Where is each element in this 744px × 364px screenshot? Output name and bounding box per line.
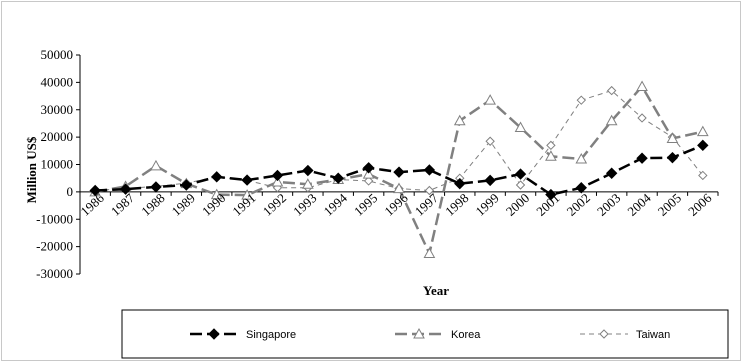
x-tick-label: 2002: [564, 190, 593, 219]
singapore-point: [514, 168, 527, 180]
taiwan-point: [515, 180, 526, 190]
y-tick-label: 0: [67, 184, 74, 199]
x-tick-label: 1991: [229, 190, 258, 219]
singapore-point: [119, 183, 132, 195]
y-tick-label: -20000: [36, 239, 73, 254]
korea-point: [453, 114, 466, 126]
korea-point: [423, 247, 436, 258]
y-axis-title: Million US$: [24, 136, 39, 203]
y-tick-label: -10000: [36, 211, 73, 226]
singapore-point: [423, 164, 436, 176]
korea-point: [666, 132, 679, 143]
singapore-point: [89, 184, 101, 197]
singapore-point: [454, 177, 466, 190]
taiwan-point: [485, 136, 495, 146]
korea-point: [362, 168, 375, 179]
singapore-point: [180, 179, 193, 191]
korea-point: [241, 189, 253, 200]
x-tick-label: 1999: [472, 190, 501, 219]
x-tick-label: 1986: [78, 190, 108, 219]
x-tick-label: 2000: [503, 190, 532, 219]
singapore-point: [393, 166, 405, 178]
legend-item-taiwan-point: [599, 329, 609, 339]
korea-point: [271, 175, 284, 187]
singapore-point: [241, 174, 253, 186]
y-tick-label: 20000: [41, 129, 74, 144]
taiwan-point: [424, 185, 435, 196]
x-tick-label: 2003: [594, 190, 623, 219]
korea-series: [89, 80, 709, 258]
legend: Singapore Korea Taiwan: [121, 309, 729, 359]
taiwan-point: [698, 170, 708, 181]
korea-point: [605, 114, 618, 126]
singapore-point: [211, 171, 223, 183]
taiwan-point: [546, 140, 556, 151]
x-tick-label: 1998: [442, 190, 471, 219]
singapore-point: [150, 181, 162, 193]
legend-item-singapore-point: [208, 328, 220, 340]
x-tick-label: 1987: [108, 190, 138, 219]
legend-item-singapore: Singapore: [190, 328, 296, 341]
singapore-point: [484, 174, 496, 187]
korea-point: [210, 188, 223, 200]
x-tick-label: 1992: [260, 190, 289, 219]
singapore-point: [271, 169, 284, 182]
taiwan-series: [90, 85, 708, 196]
singapore-point: [302, 164, 314, 177]
legend-item-korea-label: Korea: [451, 329, 481, 341]
korea-point: [150, 159, 162, 171]
x-tick-label: 1988: [138, 190, 167, 219]
legend-item-korea-point: [413, 327, 425, 339]
singapore-series: [89, 139, 709, 201]
x-tick-label: 2001: [533, 190, 562, 219]
korea-point: [636, 80, 648, 91]
x-tick-label: 2005: [655, 190, 684, 219]
korea-point: [393, 182, 405, 194]
x-tick-label: 2006: [685, 190, 715, 219]
korea-point: [696, 125, 709, 137]
y-tick-label: -30000: [36, 266, 73, 281]
taiwan-point: [576, 95, 586, 105]
singapore-point: [545, 188, 557, 201]
legend-item-taiwan: Taiwan: [580, 329, 670, 341]
taiwan-point: [363, 176, 374, 186]
taiwan-point: [637, 113, 647, 123]
korea-point: [545, 150, 557, 161]
singapore-point: [697, 139, 709, 152]
korea-point: [484, 94, 496, 105]
y-tick-label: 10000: [41, 157, 74, 172]
singapore-point: [666, 151, 679, 164]
singapore-point: [362, 162, 375, 174]
x-tick-label: 1989: [169, 190, 198, 219]
korea-point: [575, 152, 588, 164]
y-tick-label: 30000: [41, 102, 74, 117]
singapore-point: [575, 182, 587, 194]
singapore-point: [636, 152, 648, 164]
x-tick-label: 1997: [412, 190, 442, 219]
x-tick-label: 1995: [351, 190, 380, 219]
singapore-point: [605, 167, 618, 179]
x-tick-label: 2004: [624, 190, 654, 219]
y-tick-label: 40000: [41, 74, 74, 89]
legend-item-taiwan-label: Taiwan: [636, 329, 670, 341]
legend-item-singapore-label: Singapore: [246, 329, 296, 341]
taiwan-point: [606, 85, 617, 96]
x-tick-label: 1996: [381, 190, 411, 219]
legend-item-korea: Korea: [395, 327, 481, 341]
x-tick-label: 1993: [290, 190, 319, 219]
x-tick-label: 1994: [321, 190, 351, 219]
y-tick-label: 50000: [41, 47, 74, 62]
korea-point: [302, 178, 314, 189]
singapore-point: [332, 172, 344, 184]
korea-point: [514, 121, 527, 133]
x-axis-title: Year: [423, 283, 449, 298]
